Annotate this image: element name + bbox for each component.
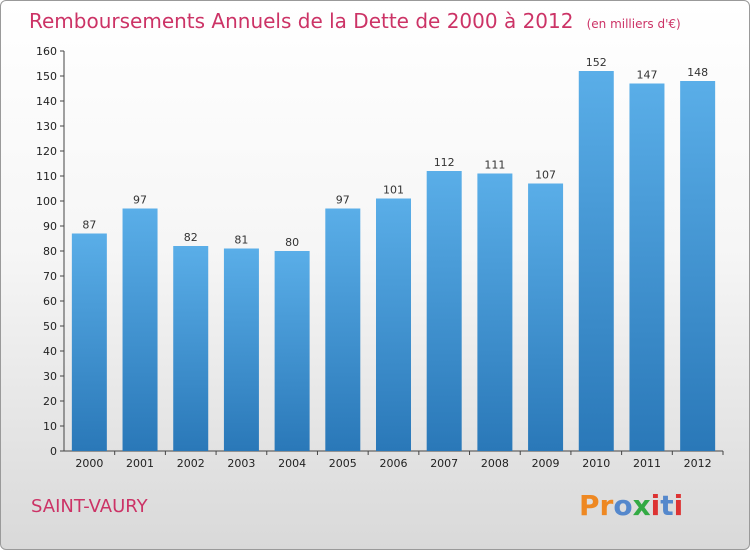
chart-unit: (en milliers d'€) xyxy=(586,17,681,31)
x-tick-label: 2011 xyxy=(633,457,661,470)
x-tick-label: 2002 xyxy=(177,457,205,470)
logo-letter: r xyxy=(599,489,614,522)
bars xyxy=(71,71,716,451)
y-tick-label: 50 xyxy=(43,320,57,333)
logo-letter: i xyxy=(650,489,661,522)
y-tick-label: 10 xyxy=(43,420,57,433)
logo-letter: P xyxy=(579,489,600,522)
y-tick-label: 150 xyxy=(36,70,57,83)
x-tick-label: 2006 xyxy=(380,457,408,470)
bar xyxy=(223,248,259,451)
bar xyxy=(325,208,361,451)
data-label: 107 xyxy=(535,169,556,182)
x-tick-label: 2008 xyxy=(481,457,509,470)
y-tick-label: 30 xyxy=(43,370,57,383)
bar xyxy=(122,208,158,451)
data-label: 101 xyxy=(383,184,404,197)
x-tick-label: 2005 xyxy=(329,457,357,470)
x-tick-label: 2009 xyxy=(532,457,560,470)
y-tick-label: 140 xyxy=(36,95,57,108)
data-label: 82 xyxy=(184,231,198,244)
y-tick-label: 0 xyxy=(50,445,57,458)
bar xyxy=(629,83,665,451)
bar xyxy=(477,173,513,451)
y-tick-label: 60 xyxy=(43,295,57,308)
data-label: 87 xyxy=(82,219,96,232)
logo-letter: t xyxy=(660,489,674,522)
axes: 0 10 20 30 40 50 60 70 80 90 100 110 120 130 140 150 160… xyxy=(36,45,724,470)
y-tick-label: 20 xyxy=(43,395,57,408)
bar xyxy=(426,171,462,451)
y-tick-label: 70 xyxy=(43,270,57,283)
data-label: 111 xyxy=(484,159,505,172)
y-tick-label: 120 xyxy=(36,145,57,158)
x-tick-label: 2003 xyxy=(227,457,255,470)
data-label: 97 xyxy=(336,194,350,207)
data-label: 81 xyxy=(234,234,248,247)
x-tick-label: 2001 xyxy=(126,457,154,470)
proxiti-logo: Proxiti xyxy=(579,489,683,522)
data-label: 148 xyxy=(687,66,708,79)
y-tick-label: 90 xyxy=(43,220,57,233)
data-label: 152 xyxy=(586,56,607,69)
x-tick-label: 2007 xyxy=(430,457,458,470)
y-tick-label: 160 xyxy=(36,45,57,58)
bar xyxy=(71,233,107,451)
y-tick-label: 130 xyxy=(36,120,57,133)
y-tick-label: 80 xyxy=(43,245,57,258)
x-tick-label: 2004 xyxy=(278,457,306,470)
bar xyxy=(680,81,716,451)
data-label: 112 xyxy=(434,156,455,169)
value-labels: 87 97 82 81 80 97 101 112 111 107 152 147 148 xyxy=(82,56,708,249)
logo-letter: x xyxy=(632,489,651,522)
chart-title-text: Remboursements Annuels de la Dette de 20… xyxy=(29,9,574,33)
y-tick-label: 40 xyxy=(43,345,57,358)
logo-letter: o xyxy=(613,489,633,522)
chart-title: Remboursements Annuels de la Dette de 20… xyxy=(29,9,681,33)
bar xyxy=(528,183,564,451)
x-tick-label: 2000 xyxy=(75,457,103,470)
bar xyxy=(173,246,209,451)
bar xyxy=(578,71,614,451)
bar xyxy=(274,251,310,451)
y-tick-label: 110 xyxy=(36,170,57,183)
x-tick-label: 2010 xyxy=(582,457,610,470)
commune-name: SAINT-VAURY xyxy=(31,496,148,517)
x-tick-label: 2012 xyxy=(684,457,712,470)
bar xyxy=(376,198,411,451)
logo-letter: i xyxy=(673,489,684,522)
data-label: 147 xyxy=(636,69,657,82)
data-label: 80 xyxy=(285,236,299,249)
data-label: 97 xyxy=(133,194,147,207)
y-tick-label: 100 xyxy=(36,195,57,208)
